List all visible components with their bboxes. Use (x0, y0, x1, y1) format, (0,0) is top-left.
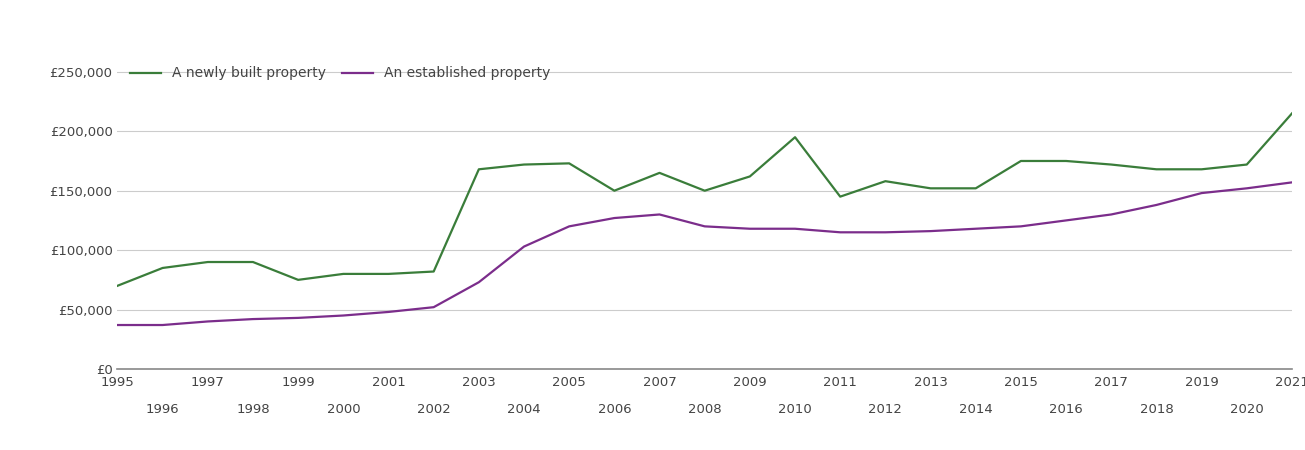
Text: 2010: 2010 (778, 403, 812, 416)
A newly built property (200, 259, 215, 265)
An established property (1148, 202, 1164, 207)
A newly built property (1104, 162, 1120, 167)
Text: 2000: 2000 (326, 403, 360, 416)
An established property (697, 224, 713, 229)
An established property (1238, 185, 1254, 191)
An established property (651, 212, 667, 217)
An established property (607, 216, 622, 221)
Text: 2002: 2002 (416, 403, 450, 416)
Text: 2014: 2014 (959, 403, 993, 416)
An established property (1058, 218, 1074, 223)
An established property (200, 319, 215, 324)
An established property (471, 279, 487, 285)
Text: 2016: 2016 (1049, 403, 1083, 416)
Text: 2008: 2008 (688, 403, 722, 416)
Text: 2018: 2018 (1139, 403, 1173, 416)
A newly built property (561, 161, 577, 166)
A newly built property (697, 188, 713, 194)
A newly built property (471, 166, 487, 172)
A newly built property (1194, 166, 1210, 172)
A newly built property (1058, 158, 1074, 164)
An established property (877, 230, 893, 235)
A newly built property (1013, 158, 1028, 164)
A newly built property (877, 179, 893, 184)
An established property (1194, 190, 1210, 196)
A newly built property (651, 170, 667, 176)
A newly built property (743, 174, 758, 179)
Line: An established property: An established property (117, 182, 1292, 325)
An established property (1013, 224, 1028, 229)
An established property (743, 226, 758, 231)
A newly built property (290, 277, 305, 283)
A newly built property (968, 185, 984, 191)
An established property (425, 305, 441, 310)
Text: 2004: 2004 (508, 403, 540, 416)
A newly built property (335, 271, 351, 277)
Text: 2020: 2020 (1229, 403, 1263, 416)
Text: 1998: 1998 (236, 403, 270, 416)
A newly built property (155, 265, 171, 270)
A newly built property (833, 194, 848, 199)
Text: 1996: 1996 (146, 403, 179, 416)
A newly built property (1284, 111, 1300, 116)
Line: A newly built property: A newly built property (117, 113, 1292, 286)
An established property (968, 226, 984, 231)
A newly built property (381, 271, 397, 277)
An established property (517, 244, 532, 249)
A newly built property (245, 259, 261, 265)
A newly built property (110, 283, 125, 288)
Text: 2006: 2006 (598, 403, 632, 416)
A newly built property (923, 185, 938, 191)
An established property (245, 316, 261, 322)
An established property (1104, 212, 1120, 217)
An established property (833, 230, 848, 235)
Text: 2012: 2012 (868, 403, 902, 416)
A newly built property (607, 188, 622, 194)
An established property (923, 229, 938, 234)
An established property (561, 224, 577, 229)
An established property (381, 309, 397, 315)
An established property (335, 313, 351, 318)
An established property (110, 322, 125, 328)
A newly built property (787, 135, 803, 140)
An established property (1284, 180, 1300, 185)
An established property (290, 315, 305, 320)
A newly built property (1238, 162, 1254, 167)
Legend: A newly built property, An established property: A newly built property, An established p… (124, 61, 556, 86)
A newly built property (517, 162, 532, 167)
A newly built property (425, 269, 441, 274)
A newly built property (1148, 166, 1164, 172)
An established property (155, 322, 171, 328)
An established property (787, 226, 803, 231)
